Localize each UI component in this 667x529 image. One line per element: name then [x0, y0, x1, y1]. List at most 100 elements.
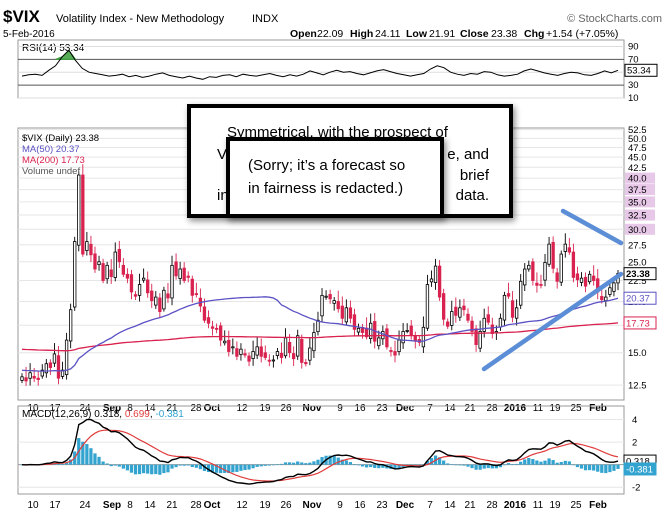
- candle-body: [300, 338, 304, 363]
- candle-body: [162, 289, 166, 310]
- index-name: Volatility Index - New Methodology: [56, 13, 225, 25]
- macd-histogram-bar: [129, 464, 134, 473]
- candle-body: [377, 337, 381, 347]
- macd-histogram-bar: [320, 457, 324, 465]
- candle-body: [401, 331, 405, 344]
- candle-body: [320, 294, 324, 317]
- x-axis-label: 17: [49, 500, 61, 511]
- legend-vix: $VIX (Daily) 23.38: [22, 133, 99, 144]
- macd-histogram-bar: [223, 464, 227, 473]
- x-axis-label: 9: [337, 500, 343, 511]
- candle-body: [105, 264, 109, 280]
- price-tick-label: 30.0: [628, 225, 647, 236]
- candle-body: [141, 277, 146, 281]
- candle-body: [531, 261, 535, 281]
- candle-body: [20, 376, 24, 381]
- x-axis-label: 14: [444, 403, 456, 414]
- candle-body: [429, 278, 434, 283]
- macd-histogram-bar: [429, 458, 434, 465]
- macd-histogram-bar: [210, 464, 215, 473]
- macd-histogram-bar: [239, 464, 243, 471]
- macd-histogram-bar: [600, 464, 604, 473]
- x-axis-label: 23: [376, 500, 388, 511]
- price-last-value-ma50: 20.37: [626, 294, 650, 305]
- candle-body: [527, 264, 531, 270]
- chart-date: 5-Feb-2016: [3, 29, 55, 40]
- candle-body: [389, 350, 393, 352]
- rsi-tick-label: 70: [628, 54, 639, 65]
- macd-histogram-bar: [466, 464, 470, 467]
- price-tick-label: 42.5: [628, 163, 647, 174]
- x-axis-label: 26: [280, 500, 292, 511]
- x-axis-label: 14: [444, 500, 456, 511]
- price-tick-label: 50.0: [628, 134, 647, 145]
- candle-body: [352, 314, 357, 330]
- candle-body: [287, 342, 292, 354]
- macd-histogram-bar: [344, 460, 348, 465]
- macd-histogram-bar: [93, 453, 97, 465]
- candle-body: [356, 327, 361, 333]
- legend-volume: Volume undef: [22, 166, 80, 177]
- candle-body: [579, 277, 584, 283]
- x-axis-label: 11: [533, 500, 544, 511]
- x-axis-label: 28: [190, 403, 202, 414]
- highlighted-tick-band: [625, 209, 655, 221]
- macd-histogram-bar: [490, 464, 494, 469]
- x-axis-label: 10: [27, 500, 39, 511]
- candle-body: [182, 267, 186, 281]
- candle-body: [68, 309, 73, 342]
- candle-body: [563, 243, 567, 252]
- candle-body: [332, 300, 336, 304]
- macd-histogram-bar: [60, 464, 65, 465]
- open-value: 22.09: [317, 28, 343, 40]
- macd-histogram-bar: [381, 464, 385, 468]
- lower-trendline: [481, 271, 624, 372]
- macd-histogram-bar: [300, 462, 304, 465]
- macd-histogram-bar: [369, 464, 373, 468]
- macd-histogram-bar: [279, 463, 284, 465]
- x-axis-label: 19: [259, 500, 271, 511]
- candle-body: [296, 335, 300, 357]
- macd-tick-label: 4: [632, 415, 637, 426]
- note-back-line1: Symmetrical, with the prospect of: [227, 124, 448, 141]
- candle-body: [571, 251, 576, 278]
- price-tick-label: 25.0: [628, 257, 647, 268]
- candle-body: [251, 351, 255, 359]
- candle-body: [340, 305, 344, 319]
- candle-body: [498, 317, 503, 328]
- macd-histogram-bar: [498, 464, 503, 468]
- macd-histogram-bar: [393, 464, 397, 470]
- x-axis-label: 17: [49, 403, 61, 414]
- open-label: Open: [290, 28, 317, 40]
- candle-body: [40, 369, 44, 377]
- macd-histogram-bar: [64, 462, 69, 465]
- macd-histogram-bar: [502, 464, 507, 466]
- candle-body: [369, 322, 373, 340]
- x-axis-label: 24: [79, 403, 91, 414]
- x-axis-label: 21: [166, 500, 178, 511]
- candle-body: [64, 339, 69, 376]
- candle-body: [275, 351, 280, 356]
- macd-histogram-bar: [166, 464, 170, 473]
- x-axis-label: 28: [486, 403, 498, 414]
- macd-histogram-bar: [69, 459, 73, 465]
- exchange-label: INDX: [252, 13, 279, 25]
- candle-body: [519, 280, 523, 306]
- candle-body: [60, 369, 65, 377]
- brand-logo-text: © StockCharts.com: [567, 13, 662, 25]
- candle-body: [247, 355, 251, 362]
- candle-body: [409, 325, 413, 336]
- candle-body: [178, 268, 182, 279]
- macd-histogram-bar: [251, 464, 255, 469]
- candle-body: [259, 346, 263, 357]
- macd-histogram-bar: [247, 464, 251, 470]
- candle-body: [28, 372, 32, 379]
- macd-histogram-bar: [510, 463, 515, 465]
- candle-body: [174, 261, 178, 277]
- candle-body: [227, 339, 231, 352]
- macd-histogram-bar: [308, 462, 312, 465]
- candle-body: [231, 346, 235, 349]
- macd-histogram-bar: [296, 461, 300, 465]
- macd-histogram-bar: [446, 463, 450, 465]
- x-axis-label: 21: [166, 403, 178, 414]
